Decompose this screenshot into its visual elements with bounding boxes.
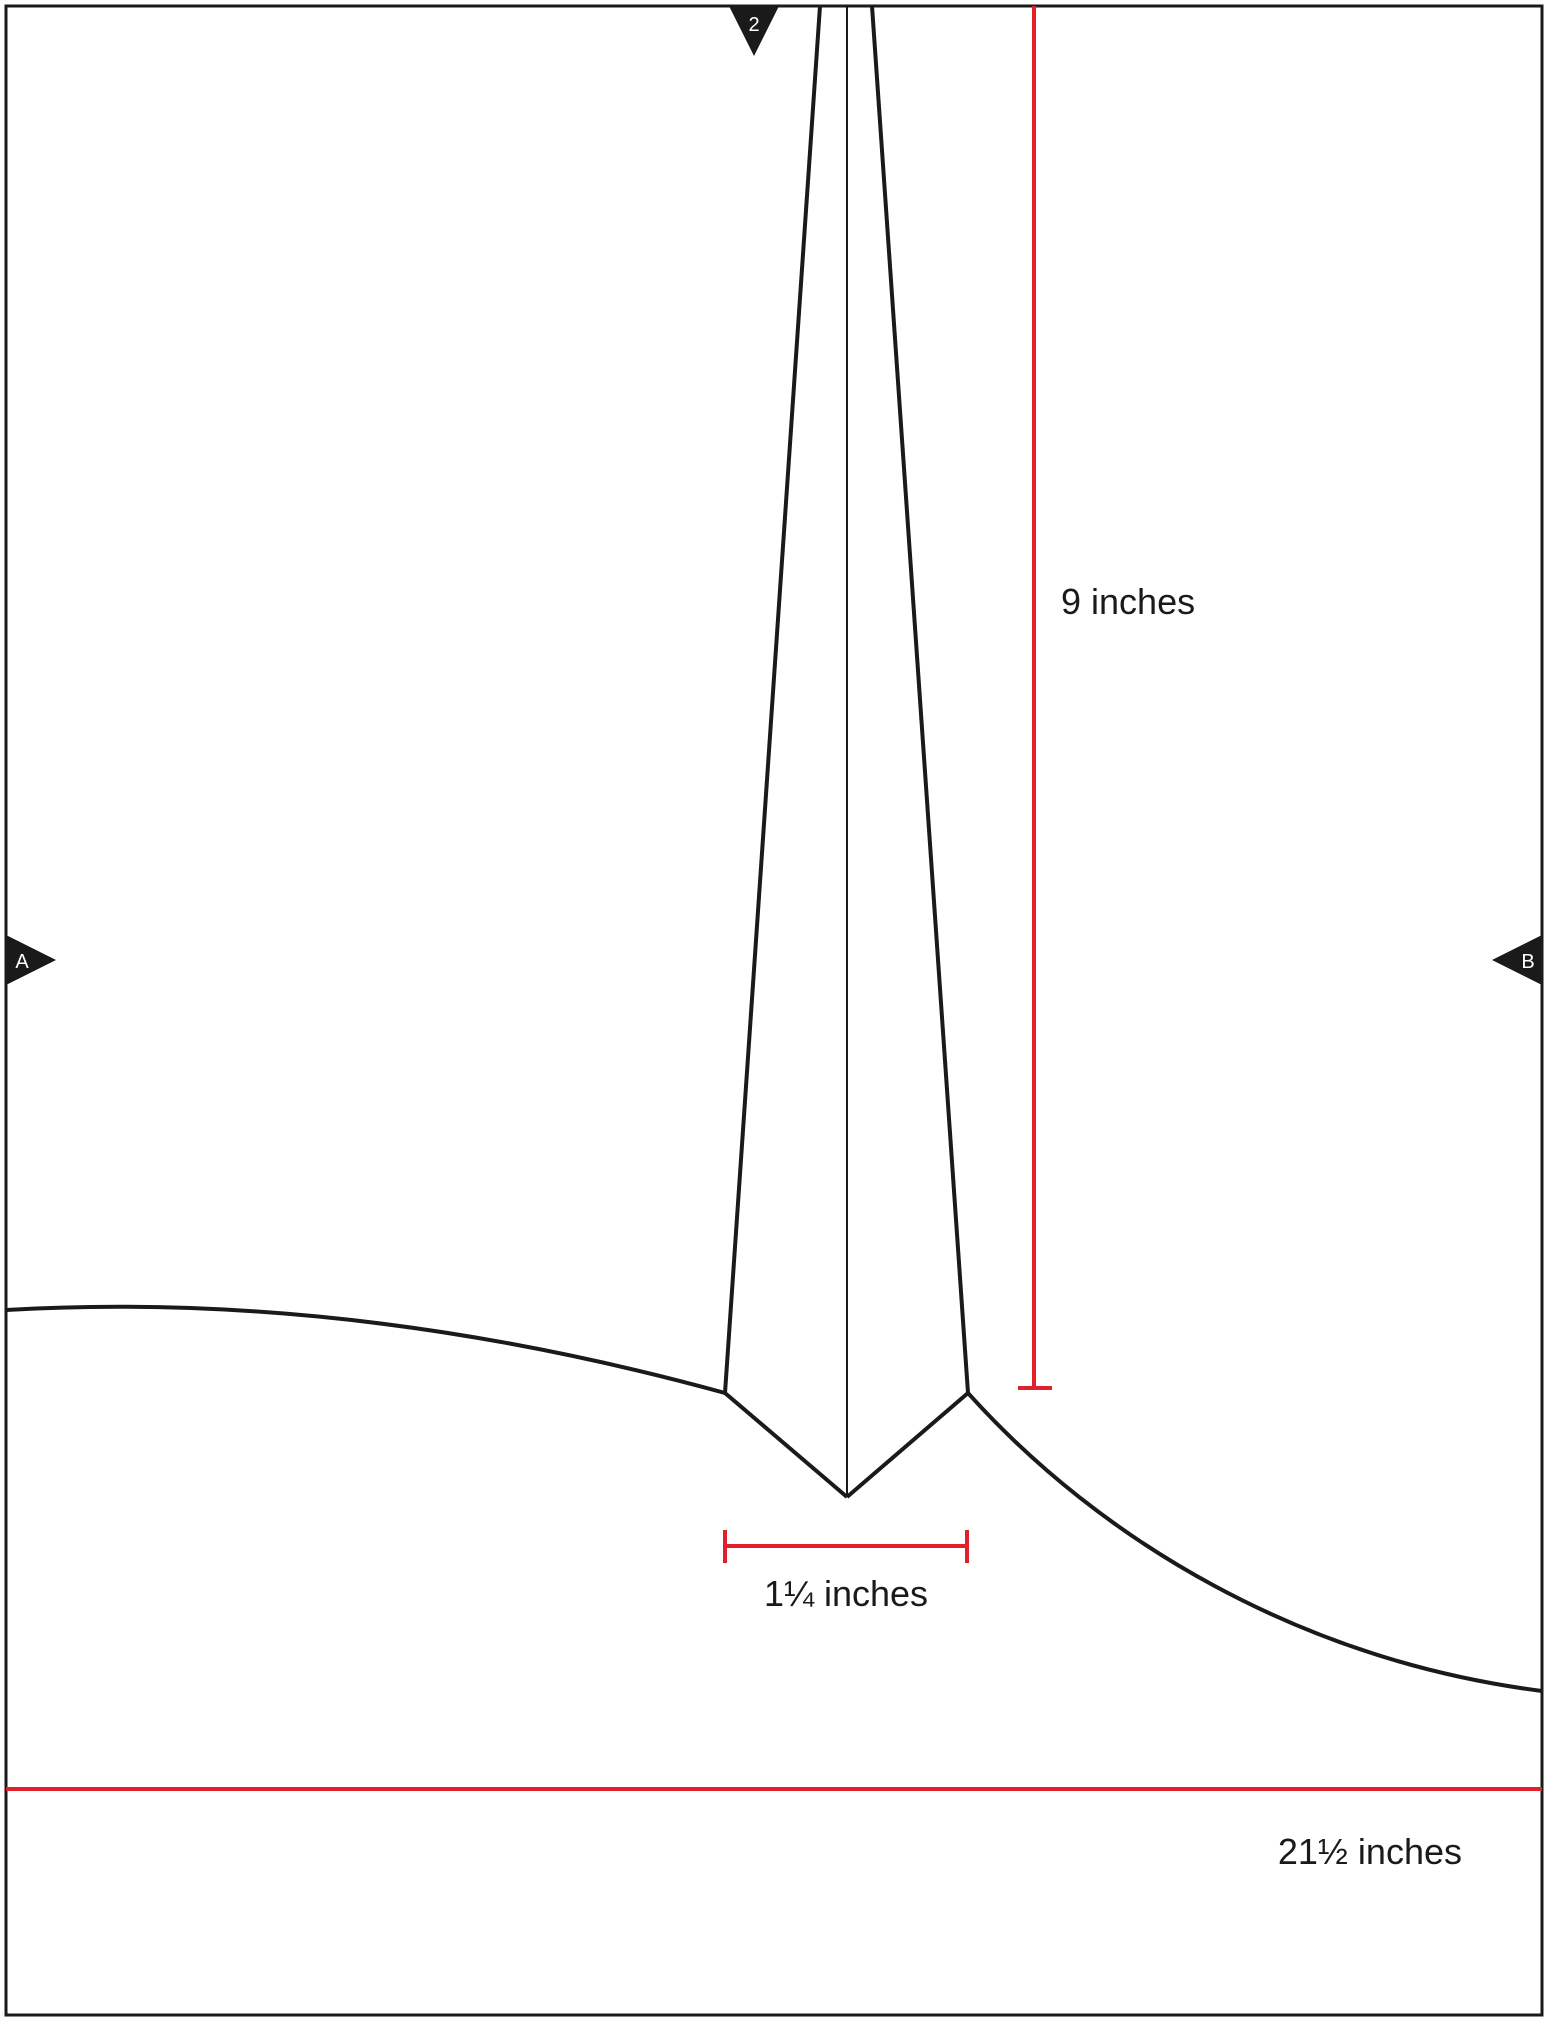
notch-label-a: A — [15, 951, 29, 973]
notch-triangle-down-icon — [729, 6, 779, 56]
dart-left-leg — [722, 5, 849, 1499]
dart-length-measurement: 9 inches — [1018, 6, 1195, 1390]
dart-length-label: 9 inches — [1061, 581, 1195, 622]
notch-triangle-left-icon — [1492, 935, 1542, 985]
dart-right-leg — [845, 5, 971, 1499]
notch-label-b: B — [1521, 951, 1534, 973]
notch-marker-a: A — [6, 935, 56, 985]
notch-marker-b: B — [1492, 935, 1542, 985]
total-width-label: 21½ inches — [1278, 1831, 1462, 1872]
total-width-measurement: 21½ inches — [6, 1787, 1542, 1872]
dart-width-label: 1¼ inches — [764, 1573, 928, 1614]
page-border — [4, 4, 1544, 2017]
notch-triangle-right-icon — [6, 935, 56, 985]
left-hem-curve — [5, 1304, 726, 1395]
right-hem-curve — [966, 1391, 1543, 1693]
dart-width-measurement: 1¼ inches — [723, 1530, 969, 1614]
notch-label-2: 2 — [748, 14, 759, 36]
notch-marker-2: 2 — [729, 6, 779, 56]
